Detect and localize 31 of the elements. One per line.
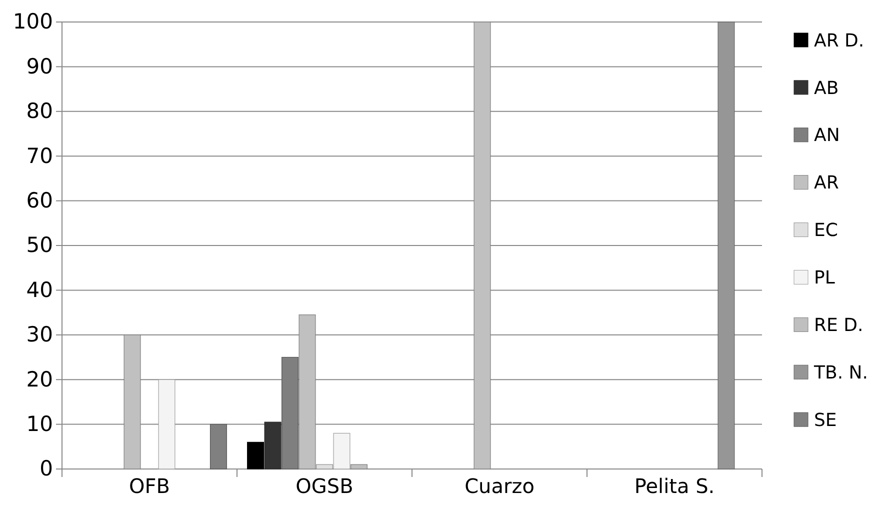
y-tick-label: 80	[26, 99, 53, 124]
legend-label: AR	[814, 172, 839, 194]
x-tick-label: OFB	[129, 474, 170, 498]
x-tick-label: Cuarzo	[464, 474, 534, 498]
legend-label: AN	[814, 125, 840, 146]
y-tick-label: 100	[12, 10, 53, 34]
y-tick-label: 10	[26, 412, 53, 436]
bar	[350, 464, 368, 470]
legend-label: EC	[814, 220, 838, 242]
bar	[264, 422, 282, 470]
legend-label: RE D.	[814, 314, 864, 336]
y-tick-label: 20	[26, 367, 53, 392]
y-tick-label: 30	[26, 322, 53, 347]
x-tick-label: OGSB	[296, 474, 354, 498]
y-tick-label: 0	[40, 456, 53, 481]
x-tick-label: Pelita S.	[634, 474, 715, 498]
y-tick-label: 40	[26, 278, 53, 302]
legend-label: SE	[814, 410, 837, 431]
legend-label: PL	[814, 268, 835, 289]
y-tick-label: 60	[26, 188, 53, 213]
bar	[247, 442, 264, 470]
y-tick-label: 70	[26, 144, 53, 168]
legend-label: AR D.	[814, 30, 864, 52]
legend-label: TB. N.	[813, 362, 868, 384]
bar	[718, 22, 735, 470]
bar	[316, 464, 333, 470]
bar	[158, 379, 176, 470]
legend-label: AB	[814, 78, 839, 99]
y-tick-label: 50	[26, 233, 53, 258]
bar	[333, 432, 350, 470]
y-tick-label: 90	[26, 54, 53, 78]
